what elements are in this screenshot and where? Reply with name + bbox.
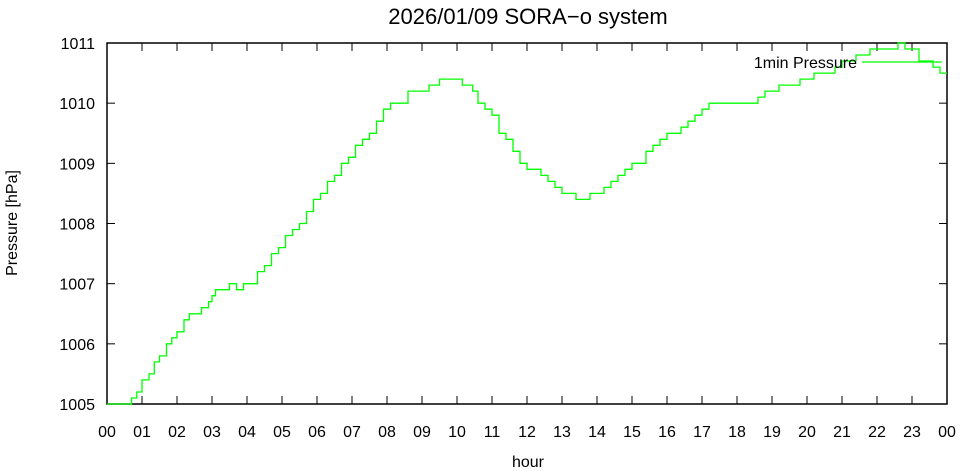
x-tick-label: 00 (938, 424, 956, 441)
x-tick-label: 07 (343, 424, 361, 441)
x-axis: 00 01 02 03 04 05 06 07 08 09 10 11 12 13 14 15 16 17 18 19… (98, 43, 956, 441)
x-axis-label: hour (512, 454, 545, 471)
x-tick-label: 15 (623, 424, 641, 441)
x-tick-label: 00 (98, 424, 116, 441)
y-tick-label: 1010 (59, 96, 95, 113)
y-tick-label: 1005 (59, 397, 95, 414)
x-tick-label: 12 (518, 424, 536, 441)
y-tick-label: 1008 (59, 217, 95, 234)
y-tick-label: 1007 (59, 277, 95, 294)
plot-frame (106, 42, 948, 405)
x-tick-label: 08 (378, 424, 396, 441)
x-tick-label: 13 (553, 424, 571, 441)
legend-label: 1min Pressure (754, 55, 857, 72)
x-tick-label: 18 (728, 424, 746, 441)
x-tick-label: 22 (868, 424, 886, 441)
x-tick-label: 17 (693, 424, 711, 441)
x-tick-label: 04 (238, 424, 256, 441)
series-layer (107, 42, 947, 405)
x-tick-label: 11 (484, 424, 501, 441)
x-tick-label: 09 (413, 424, 431, 441)
y-axis: 1005 1006 1007 1008 1009 1010 1011 (59, 36, 947, 414)
y-axis-label: Pressure [hPa] (4, 170, 21, 276)
x-tick-label: 19 (763, 424, 781, 441)
y-tick-label: 1006 (59, 337, 95, 354)
y-tick-label: 1011 (61, 36, 96, 53)
x-tick-label: 06 (308, 424, 326, 441)
x-tick-label: 10 (448, 424, 466, 441)
x-tick-label: 21 (833, 424, 851, 441)
x-tick-label: 03 (203, 424, 221, 441)
x-tick-label: 05 (273, 424, 291, 441)
x-tick-label: 16 (658, 424, 676, 441)
chart-title: 2026/01/09 SORA−o system (388, 4, 667, 29)
y-tick-label: 1009 (59, 156, 95, 173)
x-tick-label: 20 (798, 424, 816, 441)
series-line-1min-pressure (107, 42, 947, 405)
x-tick-label: 14 (588, 424, 606, 441)
x-tick-label: 02 (168, 424, 186, 441)
x-tick-label: 23 (903, 424, 921, 441)
x-tick-label: 01 (133, 424, 151, 441)
